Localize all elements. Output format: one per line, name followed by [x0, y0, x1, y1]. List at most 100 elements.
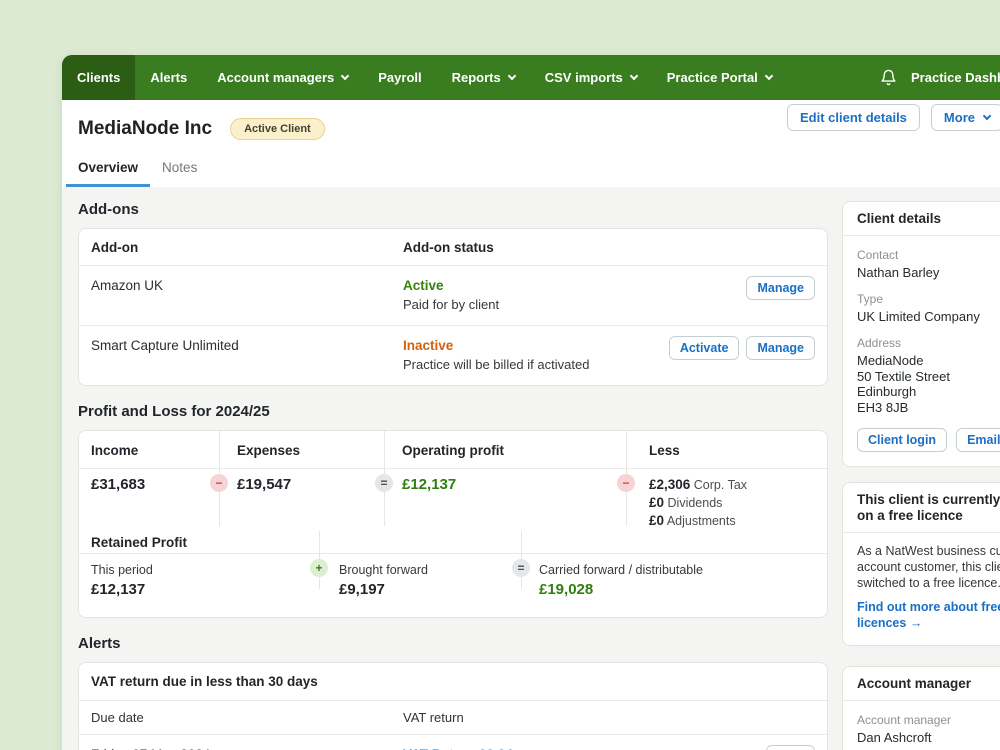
client-details-body: Contact Nathan Barley Type UK Limited Co… [843, 236, 1000, 466]
table-row: Friday 07 May 2024 VAT Return 03 24 Hide [79, 735, 827, 750]
bell-icon[interactable] [880, 68, 897, 87]
alerts-table-header: Due date VAT return [79, 701, 827, 735]
address-line: 50 Textile Street [857, 368, 950, 384]
vat-return-link[interactable]: VAT Return 03 24 [403, 747, 513, 750]
operating-profit-label: Operating profit [402, 443, 504, 458]
contact-label: Contact [857, 248, 899, 262]
nav-right-group: Practice Dashboard [880, 55, 1000, 100]
this-period-value: £12,137 [91, 581, 146, 598]
plus-operator-icon: + [310, 559, 328, 577]
carried-forward-value: £19,028 [539, 581, 594, 598]
nav-item-alerts[interactable]: Alerts [135, 55, 202, 100]
addon-actions: Manage [746, 266, 827, 325]
alert-actions: Hide [765, 735, 827, 750]
addon-status: Inactive [403, 338, 454, 353]
nav-item-clients[interactable]: Clients [62, 55, 136, 100]
nav-label: Clients [77, 70, 121, 85]
tab-notes[interactable]: Notes [162, 160, 198, 175]
pnl-income-column: Income £31,683 [79, 431, 219, 530]
title-row: MediaNode Inc Active Client Edit client … [78, 100, 1000, 144]
less-item-label: Adjustments [666, 514, 736, 528]
pnl-operating-profit-column: Operating profit £12,137 [384, 431, 626, 530]
free-licence-card: This client is currently on a free licen… [842, 482, 1000, 646]
type-value: UK Limited Company [857, 309, 980, 324]
free-licence-body: As a NatWest business current account cu… [843, 533, 1000, 645]
addons-heading: Add-ons [78, 201, 139, 218]
addon-name: Smart Capture Unlimited [91, 338, 239, 353]
retained-profit-row: This period £12,137 Brought forward £9,1… [79, 554, 827, 598]
less-item: £2,306 Corp. Tax [649, 476, 827, 494]
more-button[interactable]: More [930, 104, 1000, 131]
pnl-expenses-column: Expenses £19,547 [219, 431, 384, 530]
minus-operator-icon: − [210, 474, 228, 492]
alert-card-title: VAT return due in less than 30 days [79, 663, 827, 701]
status-badge: Active Client [230, 118, 325, 140]
email-client-button[interactable]: Email client [956, 428, 1000, 452]
app-window: Clients Alerts Account managers Payroll … [62, 55, 1000, 750]
carried-forward-label: Carried forward / distributable [539, 563, 703, 577]
addon-status-cell: Inactive Practice will be billed if acti… [391, 326, 669, 385]
nav-item-reports[interactable]: Reports [437, 55, 530, 100]
column-header-addon: Add-on [91, 240, 139, 255]
nav-item-account-managers[interactable]: Account managers [202, 55, 363, 100]
addon-actions: Activate Manage [668, 326, 827, 385]
income-label: Income [91, 443, 139, 458]
client-details-heading: Client details [843, 202, 1000, 236]
nav-item-practice-portal[interactable]: Practice Portal [652, 55, 787, 100]
nav-label: Practice Portal [666, 70, 758, 85]
nav-label: CSV imports [544, 70, 623, 85]
retained-profit-heading: Retained Profit [79, 526, 827, 554]
due-date-cell: Friday 07 May 2024 [79, 735, 391, 750]
operating-profit-value: £12,137 [402, 476, 457, 493]
nav-item-csv-imports[interactable]: CSV imports [530, 55, 652, 100]
addon-name: Amazon UK [91, 278, 164, 293]
pnl-card: Income £31,683 Expenses £19,547 Operatin… [78, 430, 828, 618]
free-licence-heading: This client is currently on a free licen… [843, 483, 1000, 533]
nav-label: Reports [451, 70, 501, 85]
manage-button[interactable]: Manage [746, 276, 815, 300]
column-header-due-date: Due date [91, 710, 144, 725]
tab-overview[interactable]: Overview [66, 156, 151, 187]
divider [79, 468, 827, 469]
column-header-vat-return: VAT return [403, 710, 464, 725]
nav-item-payroll[interactable]: Payroll [363, 55, 436, 100]
hide-button[interactable]: Hide [765, 745, 815, 750]
pnl-summary-row: Income £31,683 Expenses £19,547 Operatin… [79, 431, 827, 530]
free-licence-link[interactable]: Find out more about free licences → [857, 600, 1000, 630]
chevron-down-icon [982, 111, 992, 121]
carried-forward-cell: Carried forward / distributable £19,028 [521, 563, 827, 598]
equals-operator-icon: = [512, 559, 530, 577]
vat-return-cell: VAT Return 03 24 [391, 735, 766, 750]
edit-client-details-button[interactable]: Edit client details [787, 104, 920, 131]
top-nav: Clients Alerts Account managers Payroll … [62, 55, 1000, 100]
addons-card: Add-on Add-on status Amazon UK Active Pa… [78, 228, 828, 386]
chevron-down-icon [507, 71, 516, 81]
addon-status-detail: Paid for by client [403, 297, 500, 312]
account-manager-body: Account manager Dan Ashcroft [843, 701, 1000, 750]
account-manager-heading: Account manager [843, 667, 1000, 701]
type-label: Type [857, 292, 884, 306]
address-line: Edinburgh [857, 384, 917, 399]
pnl-heading: Profit and Loss for 2024/25 [78, 403, 270, 420]
column-header-actions [803, 229, 827, 265]
free-licence-text: As a NatWest business current account cu… [857, 544, 1000, 590]
client-login-button[interactable]: Client login [857, 428, 948, 452]
equals-operator-icon: = [375, 474, 393, 492]
pnl-less-column: Less £2,306 Corp. Tax £0 Dividends £0 Ad… [626, 431, 827, 530]
address-line: MediaNode [857, 353, 924, 368]
page-header: MediaNode Inc Active Client Edit client … [62, 100, 1000, 187]
column-header-addon-status: Add-on status [403, 240, 494, 255]
table-row: Smart Capture Unlimited Inactive Practic… [79, 326, 827, 385]
manage-button[interactable]: Manage [746, 336, 815, 360]
tab-bar: Overview Notes [66, 156, 1000, 187]
minus-operator-icon: − [617, 474, 635, 492]
nav-item-practice-dashboard[interactable]: Practice Dashboard [911, 70, 1000, 85]
account-manager-card: Account manager Account manager Dan Ashc… [842, 666, 1000, 750]
chevron-down-icon [764, 71, 774, 81]
address-line: EH3 8JB [857, 399, 909, 415]
sidebar: Client details Contact Nathan Barley Typ… [842, 201, 1000, 750]
nav-label: Account managers [217, 70, 335, 85]
activate-button[interactable]: Activate [668, 336, 740, 360]
table-row: Amazon UK Active Paid for by client Mana… [79, 266, 827, 326]
